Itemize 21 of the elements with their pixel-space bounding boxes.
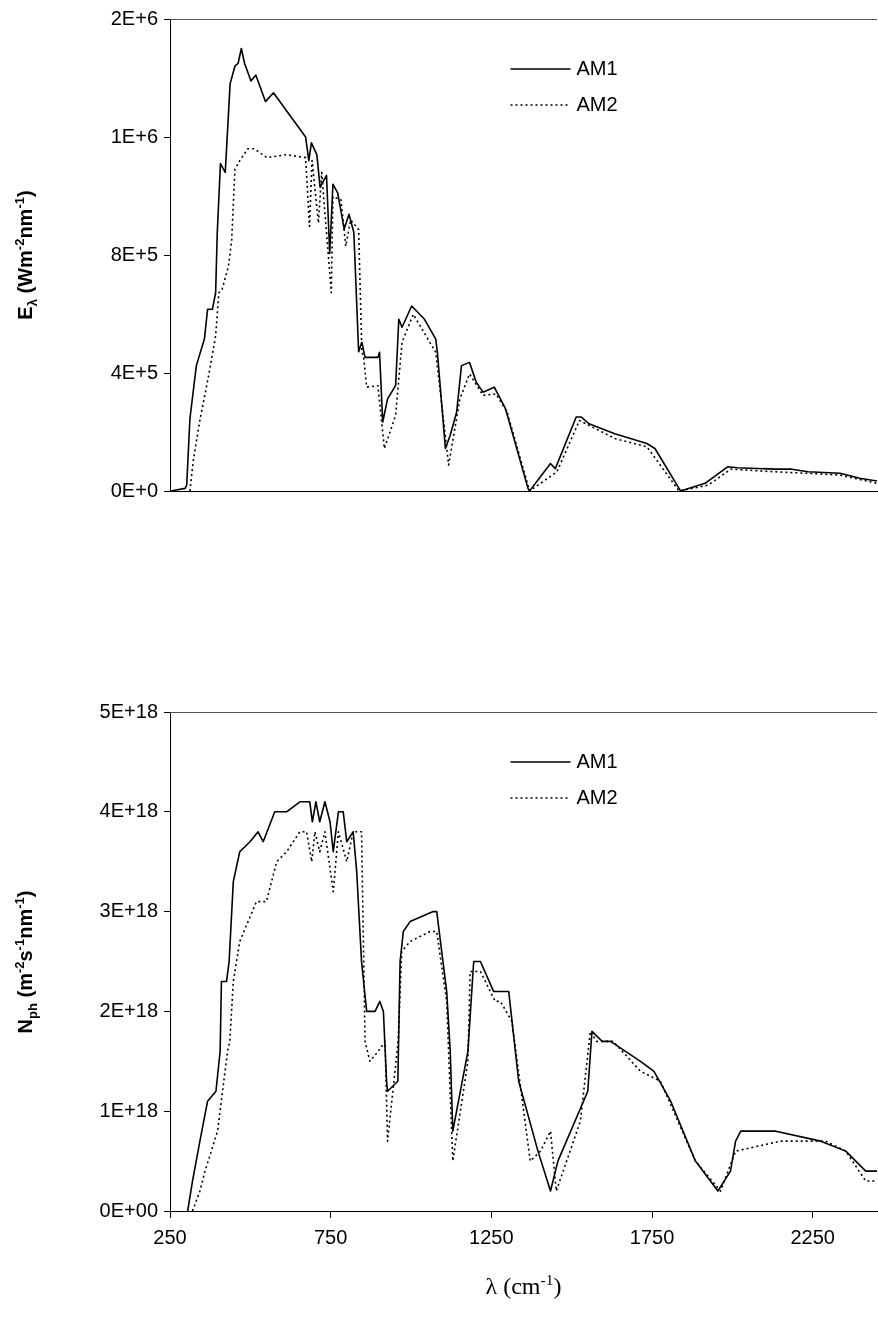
legend-label: AM1	[576, 56, 618, 79]
y-tick-label: 2E+6	[110, 6, 158, 29]
x-tick-label: 250	[153, 1225, 187, 1248]
x-tick-label: 750	[313, 1225, 348, 1248]
y-tick-label: 8E+5	[110, 242, 158, 265]
legend-label: AM1	[576, 749, 618, 772]
y-tick-label: 4E+18	[99, 799, 158, 822]
legend-label: AM2	[576, 92, 618, 115]
y-tick-label: 5E+18	[99, 699, 158, 722]
y-tick-label: 0E+00	[99, 1198, 158, 1221]
x-tick-label: 1250	[469, 1225, 514, 1248]
y-tick-label: 1E+6	[110, 124, 158, 147]
y-tick-label: 0E+0	[110, 478, 158, 501]
x-tick-label: 1750	[629, 1225, 675, 1248]
y-tick-label: 4E+5	[110, 360, 158, 383]
y-tick-label: 2E+18	[99, 998, 158, 1021]
legend-label: AM2	[576, 785, 618, 808]
y-tick-label: 3E+18	[99, 899, 158, 922]
y-tick-label: 1E+18	[99, 1098, 158, 1121]
x-axis-title: λ (cm$^{-1}$)	[485, 1271, 562, 1300]
x-tick-label: 2250	[790, 1225, 835, 1248]
